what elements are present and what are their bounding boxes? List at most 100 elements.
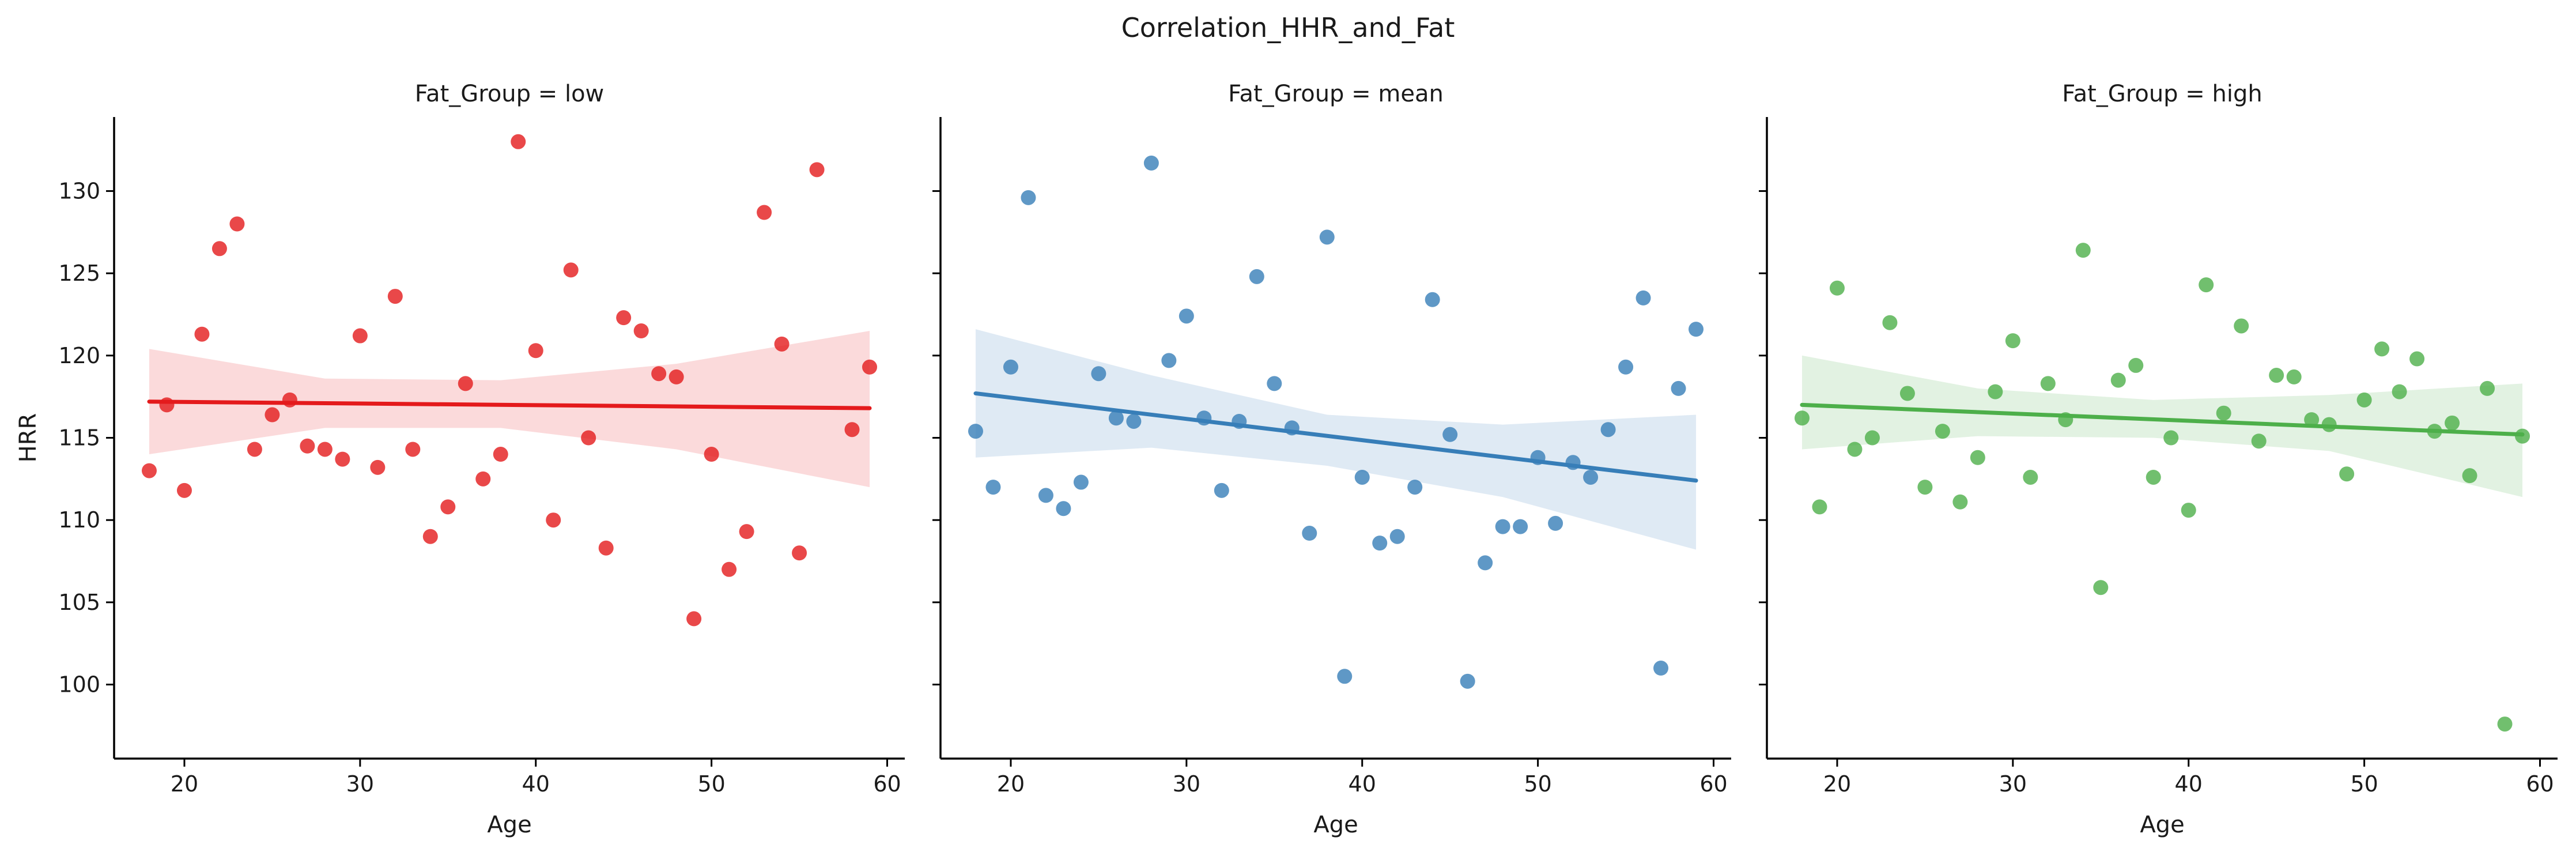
data-point-low — [563, 262, 579, 278]
data-point-low — [722, 561, 737, 577]
panel-title-low: Fat_Group = low — [415, 81, 605, 107]
data-point-mean — [968, 424, 983, 439]
data-point-high — [2356, 392, 2372, 408]
data-point-low — [757, 205, 772, 220]
data-point-mean — [1056, 501, 1071, 516]
data-point-high — [1988, 384, 2003, 399]
data-point-low — [598, 540, 614, 556]
regression-line-low — [147, 399, 872, 410]
data-point-low — [528, 343, 543, 359]
data-point-high — [1970, 450, 1985, 465]
data-point-low — [458, 376, 473, 391]
data-point-low — [159, 397, 175, 413]
data-point-high — [2339, 466, 2355, 482]
regression-line-mean — [973, 391, 1698, 483]
data-point-high — [2462, 468, 2477, 484]
data-point-high — [2023, 469, 2038, 485]
data-point-high — [2304, 412, 2320, 428]
data-point-mean — [1143, 155, 1159, 171]
data-point-low — [511, 134, 526, 149]
data-point-low — [352, 328, 368, 344]
data-point-high — [1794, 410, 1810, 426]
data-point-low — [265, 407, 280, 423]
data-point-mean — [1372, 536, 1388, 551]
panel-title-mean: Fat_Group = mean — [1228, 81, 1444, 107]
data-point-high — [1864, 430, 1880, 446]
data-point-mean — [1671, 380, 1686, 396]
data-point-low — [616, 310, 632, 326]
data-point-low — [475, 471, 491, 487]
figure-title: Correlation_HHR_and_Fat — [1121, 12, 1455, 43]
x-tick-label-mean: 60 — [1699, 771, 1727, 797]
data-point-mean — [1425, 292, 1440, 307]
x-axis-label-high: Age — [2140, 812, 2184, 838]
data-point-high — [2005, 333, 2020, 349]
data-point-low — [440, 499, 456, 515]
data-point-high — [2146, 469, 2161, 485]
x-tick-label-low: 30 — [346, 771, 374, 797]
regression-line-high — [1800, 402, 2525, 437]
x-tick-label-low: 40 — [522, 771, 550, 797]
data-point-low — [141, 463, 157, 478]
panel-high: Fat_Group = high 20 30 40 50 60 Age — [1759, 81, 2558, 838]
data-point-high — [2075, 243, 2091, 258]
data-point-low — [844, 422, 860, 438]
data-point-low — [282, 392, 297, 408]
data-point-mean — [1073, 474, 1089, 490]
data-point-low — [792, 545, 807, 561]
x-tick-label-high: 50 — [2350, 771, 2378, 797]
data-point-mean — [1548, 515, 1563, 531]
data-point-mean — [1442, 427, 1458, 442]
data-point-mean — [1653, 661, 1669, 676]
data-point-high — [2234, 318, 2249, 334]
y-tick-label-low: 120 — [58, 343, 100, 368]
data-point-low — [862, 359, 878, 375]
y-tick-label-low: 110 — [58, 507, 100, 533]
data-point-high — [2269, 368, 2284, 383]
data-point-low — [300, 438, 315, 454]
data-point-high — [2497, 717, 2513, 732]
data-point-low — [704, 447, 719, 462]
data-point-mean — [1003, 359, 1018, 375]
data-point-high — [2374, 341, 2390, 357]
data-point-mean — [1618, 359, 1634, 375]
data-point-high — [2286, 369, 2302, 384]
data-point-mean — [985, 480, 1001, 495]
data-point-high — [2480, 380, 2495, 396]
data-point-high — [1812, 499, 1827, 515]
x-tick-label-high: 30 — [1999, 771, 2027, 797]
data-point-high — [2445, 415, 2460, 431]
data-point-low — [247, 442, 262, 457]
data-point-low — [405, 442, 421, 457]
y-axis-label: HRR — [15, 413, 41, 463]
data-point-mean — [1478, 555, 1493, 571]
data-point-low — [774, 336, 790, 352]
data-point-mean — [1214, 482, 1229, 498]
data-point-mean — [1249, 269, 1264, 284]
panel-low: Fat_Group = low 20 30 40 50 60 100 105 110 115 120… — [15, 81, 905, 838]
data-point-high — [1899, 386, 1915, 401]
data-point-high — [2128, 357, 2144, 373]
y-tick-label-low: 130 — [58, 178, 100, 203]
data-point-low — [194, 326, 210, 342]
data-point-mean — [1460, 673, 1475, 689]
data-point-mean — [1600, 422, 1616, 438]
data-point-mean — [1689, 322, 1704, 337]
data-point-low — [581, 430, 596, 446]
data-point-low — [546, 512, 561, 528]
x-tick-label-high: 40 — [2175, 771, 2203, 797]
data-point-mean — [1583, 469, 1599, 485]
data-point-high — [2181, 503, 2196, 518]
data-point-high — [2199, 277, 2214, 293]
x-tick-label-low: 60 — [873, 771, 901, 797]
data-point-low — [739, 524, 754, 540]
data-point-high — [1882, 315, 1898, 330]
data-point-mean — [1161, 353, 1177, 368]
data-point-low — [493, 447, 508, 462]
data-point-low — [651, 366, 667, 382]
y-tick-label-low: 105 — [58, 590, 100, 615]
data-point-mean — [1091, 366, 1106, 382]
data-point-mean — [1495, 519, 1510, 534]
data-point-mean — [1354, 469, 1370, 485]
